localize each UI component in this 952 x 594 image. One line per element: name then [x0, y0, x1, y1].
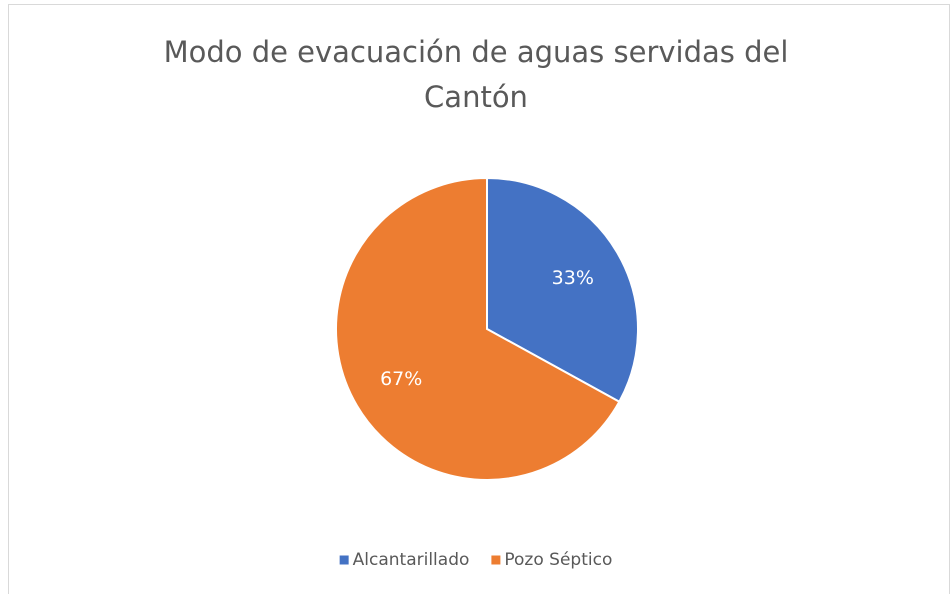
data-label: 33% [552, 267, 594, 289]
data-label: 67% [380, 368, 422, 390]
pie-slice [335, 176, 621, 481]
legend-label: Alcantarillado [353, 550, 470, 570]
legend-swatch [339, 555, 349, 565]
legend-label: Pozo Séptico [504, 550, 612, 570]
legend-swatch [491, 555, 501, 565]
pie-slice [486, 176, 639, 404]
chart-title: Modo de evacuación de aguas servidas del… [163, 35, 789, 114]
